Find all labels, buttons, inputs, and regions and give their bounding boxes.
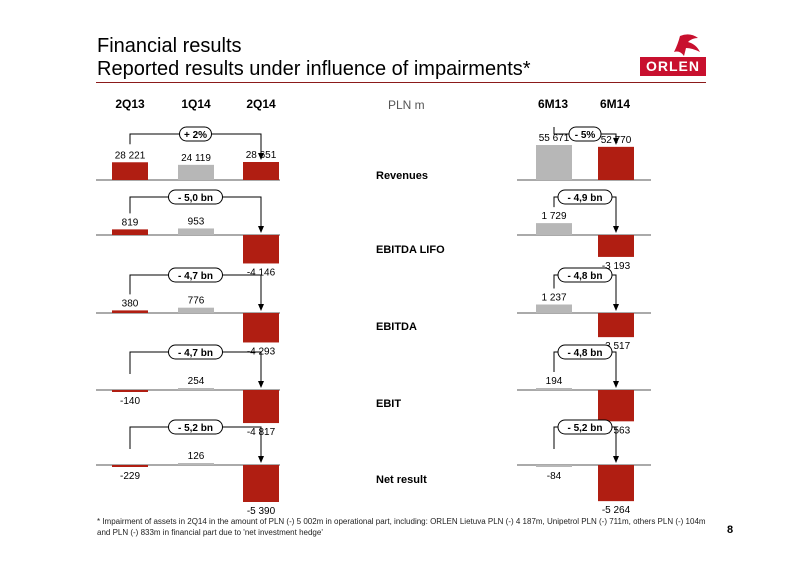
ebit-quarterly-bar-2q13: [112, 390, 148, 392]
ebitda-quarterly-bar-2q13: [112, 310, 148, 313]
ebit-half-year-bar-6m13: [536, 388, 572, 390]
footnote: * Impairment of assets in 2Q14 in the am…: [97, 517, 706, 537]
ebit-half-year-arrow-head: [613, 381, 619, 388]
net-result-half-year-value-6m14: -5 264: [602, 505, 631, 516]
ebitda-half-year-bar-6m14: [598, 313, 634, 338]
ebitda-lifo-quarterly-value-1q14: 953: [188, 216, 205, 227]
orlen-eagle-logo-icon: [674, 34, 700, 56]
ebitda-lifo-quarterly-arrow-head: [258, 226, 264, 233]
revenues-half-year-bar-6m14: [598, 146, 634, 180]
ebit-quarterly-value-2q13: -140: [120, 396, 140, 407]
ebit-half-year-value-6m13: 194: [546, 376, 563, 387]
ebitda-quarterly-value-1q14: 776: [188, 296, 205, 307]
ebitda-lifo-half-year-bar-6m14: [598, 235, 634, 257]
header-divider: [96, 82, 706, 83]
ebit-half-year-change-badge: [557, 344, 613, 360]
ebitda-quarterly-change-label: - 4,7 bn: [178, 271, 213, 282]
net-result-quarterly-bar-2q13: [112, 465, 148, 467]
ebitda-quarterly-change-badge: [168, 267, 223, 283]
ebit-quarterly-change-label: - 4,7 bn: [178, 348, 213, 359]
column-header-6m13: 6M13: [537, 97, 569, 111]
row-label-net-result: Net result: [376, 474, 427, 486]
net-result-quarterly-bar-2q14: [243, 465, 279, 502]
ebitda-lifo-quarterly-value-2q14: -4 146: [247, 267, 276, 278]
ebit-half-year-bar-6m14: [598, 390, 634, 422]
net-result-quarterly-change-label: - 5,2 bn: [178, 423, 213, 434]
page-number: 8: [727, 524, 734, 536]
net-result-half-year-bar-6m13: [536, 465, 572, 467]
ebitda-quarterly-arrow-head: [258, 304, 264, 311]
net-result-half-year-arrow-head: [613, 456, 619, 463]
page-subtitle: Reported results under influence of impa…: [97, 58, 531, 80]
net-result-quarterly-bar-1q14: [178, 463, 214, 465]
ebitda-half-year-change-badge: [557, 267, 613, 283]
revenues-quarterly-bar-2q14: [243, 162, 279, 180]
revenues-quarterly-arrow-head: [258, 153, 264, 160]
revenues-half-year-change-badge: [568, 126, 602, 142]
ebit-quarterly-change-badge: [168, 344, 223, 360]
ebitda-half-year-value-6m14: -3 517: [602, 341, 631, 352]
ebitda-lifo-quarterly-bar-2q14: [243, 235, 279, 264]
revenues-quarterly-value-1q14: 24 119: [181, 153, 211, 164]
ebitda-quarterly-value-2q13: 380: [122, 298, 139, 309]
orlen-logo: ORLEN: [640, 57, 706, 76]
ebitda-half-year-bar-6m13: [536, 304, 572, 313]
column-header-6m14: 6M14: [599, 97, 631, 111]
ebit-half-year-change-label: - 4,8 bn: [567, 348, 602, 359]
ebit-quarterly-bar-1q14: [178, 388, 214, 390]
ebitda-lifo-half-year-bar-6m13: [536, 223, 572, 235]
ebit-quarterly-arrow-head: [258, 381, 264, 388]
ebitda-half-year-arrow-head: [613, 304, 619, 311]
page-title: Financial results: [97, 35, 242, 57]
revenues-half-year-bar-6m13: [536, 145, 572, 180]
revenues-half-year-value-6m13: 55 671: [539, 133, 570, 144]
row-label-ebit: EBIT: [376, 398, 402, 410]
ebitda-lifo-half-year-value-6m14: -3 193: [602, 261, 631, 272]
ebitda-lifo-half-year-change-label: - 4,9 bn: [567, 193, 602, 204]
column-header-2q13: 2Q13: [115, 97, 145, 111]
net-result-half-year-change-label: - 5,2 bn: [567, 423, 602, 434]
ebitda-lifo-half-year-arrow-head: [613, 226, 619, 233]
ebitda-lifo-quarterly-bar-2q13: [112, 229, 148, 235]
revenues-half-year-change-label: - 5%: [575, 130, 596, 141]
ebitda-lifo-quarterly-value-2q13: 819: [122, 217, 139, 228]
revenues-quarterly-bar-1q14: [178, 164, 214, 180]
revenues-quarterly-bar-2q13: [112, 162, 148, 180]
revenues-quarterly-change-label: + 2%: [184, 130, 207, 141]
ebitda-half-year-change-label: - 4,8 bn: [567, 271, 602, 282]
ebit-quarterly-value-1q14: 254: [188, 376, 205, 387]
unit-label: PLN m: [388, 98, 425, 112]
ebitda-half-year-value-6m13: 1 237: [541, 293, 566, 304]
net-result-quarterly-arrow-head: [258, 456, 264, 463]
row-label-revenues: Revenues: [376, 170, 428, 182]
ebitda-lifo-quarterly-change-badge: [168, 189, 223, 205]
ebitda-lifo-half-year-change-badge: [557, 189, 613, 205]
ebitda-lifo-half-year-value-6m13: 1 729: [541, 211, 566, 222]
row-label-ebitda: EBITDA: [376, 321, 417, 333]
column-header-2q14: 2Q14: [246, 97, 276, 111]
net-result-quarterly-value-1q14: 126: [188, 451, 205, 462]
net-result-half-year-change-badge: [557, 419, 613, 435]
ebit-quarterly-bar-2q14: [243, 390, 279, 424]
net-result-quarterly-change-badge: [168, 419, 223, 435]
column-header-1q14: 1Q14: [181, 97, 211, 111]
revenues-half-year-arrow-head: [613, 137, 619, 145]
revenues-quarterly-value-2q13: 28 221: [115, 150, 146, 161]
row-label-ebitda-lifo: EBITDA LIFO: [376, 244, 445, 256]
ebitda-quarterly-bar-1q14: [178, 307, 214, 313]
revenues-quarterly-change-badge: [179, 126, 212, 142]
ebitda-lifo-quarterly-change-label: - 5,0 bn: [178, 193, 213, 204]
net-result-half-year-value-6m13: -84: [547, 471, 562, 482]
net-result-quarterly-value-2q14: -5 390: [247, 506, 276, 517]
net-result-half-year-bar-6m14: [598, 465, 634, 502]
ebitda-quarterly-bar-2q14: [243, 313, 279, 343]
net-result-quarterly-value-2q13: -229: [120, 471, 140, 482]
ebitda-lifo-quarterly-bar-1q14: [178, 228, 214, 235]
